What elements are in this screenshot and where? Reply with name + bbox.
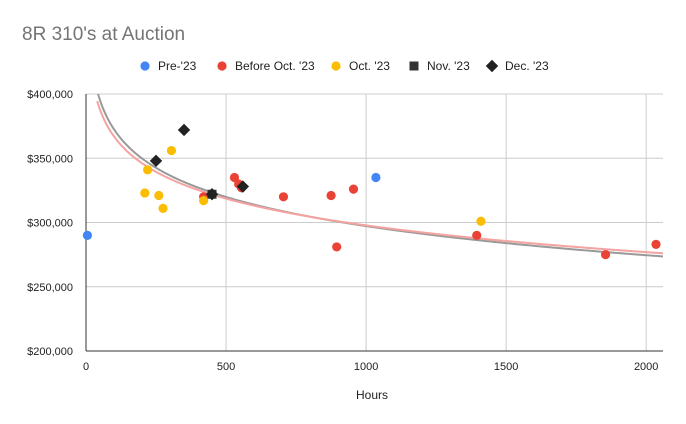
data-point-series-1 bbox=[651, 239, 661, 249]
data-point-series-1 bbox=[326, 190, 336, 201]
legend-marker bbox=[217, 61, 227, 71]
legend-marker bbox=[485, 59, 499, 73]
legend-label: Oct. '23 bbox=[349, 59, 390, 73]
data-point-series-2 bbox=[158, 203, 168, 213]
data-point-series-4 bbox=[177, 123, 191, 137]
data-point-series-1 bbox=[332, 242, 342, 252]
trendline bbox=[97, 94, 663, 258]
x-tick-label: 0 bbox=[83, 361, 89, 373]
legend-marker bbox=[331, 61, 341, 71]
data-points bbox=[82, 123, 661, 260]
data-point-series-2 bbox=[476, 216, 486, 226]
y-tick-label: $400,000 bbox=[27, 89, 73, 101]
legend: Pre-'23 Before Oct. '23 Oct. '23 Nov. '23 De… bbox=[140, 59, 549, 73]
data-point-series-1 bbox=[472, 230, 482, 240]
data-point-series-2 bbox=[140, 188, 150, 198]
axes bbox=[85, 94, 663, 352]
y-tick-label: $250,000 bbox=[27, 282, 73, 294]
data-point-series-4 bbox=[149, 154, 163, 168]
data-point-series-4 bbox=[205, 188, 219, 201]
data-point-series-1 bbox=[600, 250, 611, 260]
data-point-series-1 bbox=[348, 184, 359, 194]
legend-marker bbox=[140, 61, 150, 71]
legend-marker bbox=[409, 61, 419, 71]
x-axis-title: Hours bbox=[356, 388, 388, 402]
x-tick-label: 2000 bbox=[634, 361, 658, 373]
x-tick-label: 1500 bbox=[494, 361, 518, 373]
y-axis-ticks: $200,000 $250,000 $300,000 $350,000 $400,000 bbox=[27, 89, 73, 358]
legend-label: Pre-'23 bbox=[158, 59, 197, 73]
legend-label: Dec. '23 bbox=[505, 59, 549, 73]
y-tick-label: $300,000 bbox=[27, 218, 73, 230]
trendlines bbox=[96, 94, 663, 258]
data-point-series-2 bbox=[154, 190, 164, 201]
data-point-series-2 bbox=[143, 165, 153, 175]
x-axis-ticks: 0 500 1000 1500 2000 bbox=[83, 361, 658, 373]
chart-title: 8R 310's at Auction bbox=[22, 24, 185, 45]
data-point-series-1 bbox=[278, 192, 289, 202]
data-point-series-4 bbox=[236, 180, 250, 193]
trendline bbox=[96, 100, 663, 255]
y-tick-label: $200,000 bbox=[27, 346, 73, 358]
data-point-series-0 bbox=[82, 230, 93, 240]
legend-label: Before Oct. '23 bbox=[235, 59, 315, 73]
gridlines bbox=[86, 93, 663, 351]
data-point-series-2 bbox=[166, 145, 177, 156]
legend-label: Nov. '23 bbox=[427, 59, 470, 73]
data-point-series-2 bbox=[199, 196, 209, 206]
x-tick-label: 1000 bbox=[354, 361, 378, 373]
y-tick-label: $350,000 bbox=[27, 153, 73, 165]
data-point-series-0 bbox=[371, 172, 381, 183]
x-tick-label: 500 bbox=[217, 361, 235, 373]
